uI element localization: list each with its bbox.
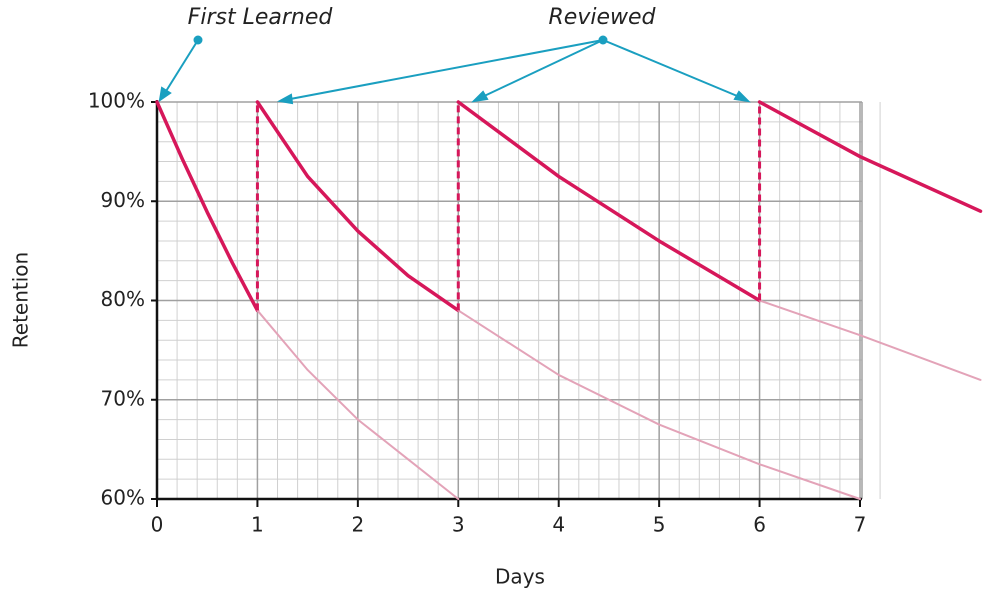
x-tick-label: 5 [653, 513, 666, 537]
x-tick-label: 7 [854, 513, 867, 537]
arrow [284, 39, 604, 101]
x-tick-label: 0 [151, 513, 164, 537]
x-tick-label: 4 [552, 513, 565, 537]
plot: 0 1 2 3 4 5 6 7 60% 70% 80% 90% 100% [88, 89, 983, 537]
y-tick-label: 70% [101, 386, 145, 410]
y-axis-label: Retention [9, 252, 33, 348]
annotation: Reviewed [549, 5, 657, 30]
arrow-head [471, 90, 489, 103]
arrow-head [158, 86, 172, 103]
retention-curve [155, 100, 260, 313]
forgetting-curve [758, 299, 982, 381]
x-tick-label: 3 [452, 513, 465, 537]
arrow [602, 39, 743, 99]
y-tick-label: 100% [88, 89, 145, 113]
retention-curve [255, 100, 461, 313]
x-tick-label: 6 [753, 513, 766, 537]
arrow [479, 39, 604, 99]
forgetting-curve [457, 309, 861, 500]
arrow-head [276, 93, 294, 105]
x-tick-label: 2 [351, 513, 364, 537]
y-tick-label: 80% [101, 287, 145, 311]
annotation: First Learned [188, 5, 334, 30]
annotation-arrows [158, 35, 751, 105]
arrow [162, 39, 199, 97]
y-tick-label: 60% [101, 486, 145, 510]
x-axis-label: Days [495, 565, 545, 589]
forgetting-curve [256, 309, 460, 500]
arrow-head [733, 90, 751, 103]
x-tick-label: 1 [251, 513, 264, 537]
retention-curve [757, 100, 983, 213]
y-tick-label: 90% [101, 188, 145, 212]
retention-curve [456, 100, 762, 303]
